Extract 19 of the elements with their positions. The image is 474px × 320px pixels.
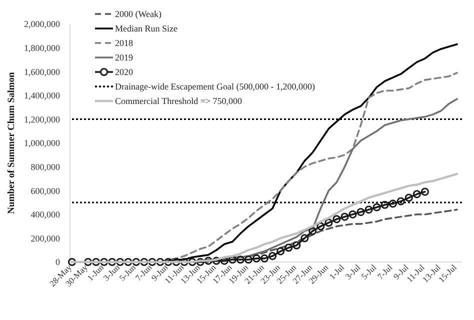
legend-label: 2018 xyxy=(115,38,134,48)
legend-label: Median Run Size xyxy=(115,24,178,34)
y-tick-label: 200,000 xyxy=(30,233,60,244)
y-tick-label: 1,400,000 xyxy=(24,90,60,101)
y-tick-label: 1,200,000 xyxy=(24,114,60,124)
legend-label: 2000 (Weak) xyxy=(115,9,162,20)
legend-label: 2020 xyxy=(115,67,134,78)
y-tick-label: 800,000 xyxy=(30,162,60,172)
y-tick-label: 600,000 xyxy=(30,186,60,196)
legend-label: 2019 xyxy=(115,52,134,63)
y-tick-label: 1,600,000 xyxy=(24,66,60,77)
legend-label: Commercial Threshold => 750,000 xyxy=(115,96,242,106)
y-tick-label: 1,000,000 xyxy=(24,138,60,148)
y-tick-label: 400,000 xyxy=(30,210,60,220)
y-tick-label: 1,800,000 xyxy=(24,42,60,53)
y-tick-label: 0 xyxy=(56,257,60,268)
y-axis-title: Number of Summer Chum Salmon xyxy=(7,71,17,214)
y-tick-label: 2,000,000 xyxy=(24,19,60,30)
legend-label: Drainage-wide Escapement Goal (500,000 - 1,200,000) xyxy=(115,82,315,92)
